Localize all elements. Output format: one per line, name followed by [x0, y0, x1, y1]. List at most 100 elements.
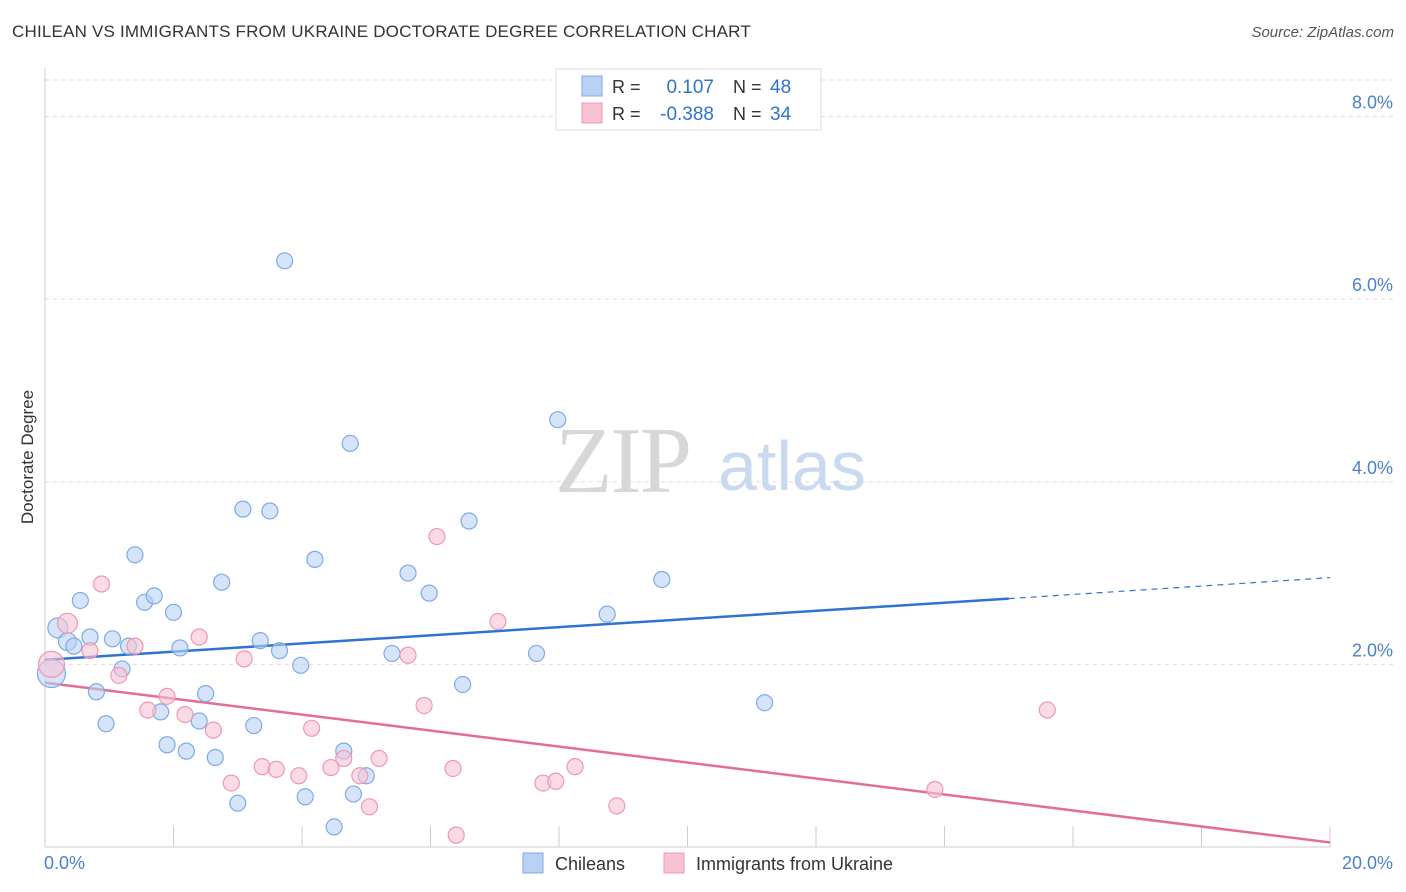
point-ukraine: [926, 780, 944, 799]
point-chileans: [598, 605, 616, 623]
point-chileans: [177, 742, 195, 760]
point-ukraine: [222, 774, 240, 792]
point-chileans: [197, 684, 215, 703]
legend-r-label-1: R =: [612, 77, 641, 97]
point-chileans: [755, 694, 774, 712]
point-chileans: [527, 644, 546, 663]
y-tick-label: 8.0%: [1352, 93, 1393, 113]
legend-n-label-1: N =: [733, 77, 762, 97]
series-legend-swatch-chileans: [522, 852, 544, 874]
point-chileans: [251, 632, 269, 650]
x-tick-label-min: 0.0%: [44, 853, 85, 873]
point-chileans: [206, 748, 224, 767]
point-chileans: [213, 573, 231, 591]
point-ukraine: [1038, 701, 1056, 719]
watermark-atlas: atlas: [718, 427, 866, 505]
point-ukraine: [204, 721, 222, 739]
y-tick-label: 4.0%: [1352, 458, 1393, 478]
point-chileans: [420, 584, 438, 602]
point-chileans: [344, 785, 362, 803]
legend-r-label-2: R =: [612, 104, 641, 124]
point-ukraine: [399, 646, 417, 664]
series-legend-swatch-ukraine: [663, 852, 685, 874]
point-chileans: [87, 683, 106, 701]
watermark-zip: ZIP: [555, 409, 690, 513]
series-legend-label-chileans: Chileans: [555, 854, 625, 874]
point-ukraine: [37, 650, 66, 678]
series-legend-label-ukraine: Immigrants from Ukraine: [696, 854, 893, 874]
point-ukraine: [267, 760, 285, 778]
point-chileans: [103, 630, 122, 648]
point-chileans: [341, 434, 359, 453]
legend-n-label-2: N =: [733, 104, 762, 124]
legend-r-value-1: 0.107: [666, 77, 714, 98]
watermark: ZIP atlas: [555, 409, 866, 513]
point-chileans: [292, 656, 310, 674]
trend-line-ukraine: [44, 681, 1331, 844]
source-label: Source: ZipAtlas.com: [1251, 24, 1394, 41]
point-ukraine: [126, 637, 144, 655]
stats-legend: R = 0.107 N = 48 R = -0.388 N = 34: [555, 68, 822, 131]
point-chileans: [270, 642, 289, 660]
trend-line-chileans-extension: [1008, 577, 1331, 600]
point-chileans: [126, 546, 144, 564]
trend-lines: [44, 577, 1331, 844]
point-chileans: [171, 639, 189, 657]
point-chileans: [229, 794, 247, 812]
point-chileans: [234, 500, 252, 518]
point-chileans: [261, 502, 279, 520]
point-ukraine: [351, 767, 369, 785]
point-chileans: [383, 644, 401, 663]
legend-swatch-blue: [581, 75, 603, 97]
chart-title: CHILEAN VS IMMIGRANTS FROM UKRAINE DOCTO…: [12, 22, 751, 41]
point-chileans: [276, 252, 294, 270]
point-ukraine: [235, 650, 253, 668]
y-axis-label: Doctorate Degree: [18, 390, 37, 524]
point-ukraine: [253, 758, 271, 776]
data-points: [36, 252, 1056, 844]
point-ukraine: [608, 797, 626, 815]
point-chileans: [158, 736, 176, 754]
point-chileans: [145, 587, 163, 605]
point-ukraine: [335, 749, 353, 768]
point-chileans: [164, 603, 183, 621]
point-ukraine: [303, 719, 321, 737]
point-chileans: [245, 716, 263, 735]
point-chileans: [454, 675, 472, 694]
point-ukraine: [547, 772, 565, 790]
point-ukraine: [56, 612, 79, 634]
point-chileans: [296, 788, 314, 806]
point-ukraine: [190, 628, 208, 646]
gridlines: [45, 79, 1393, 665]
point-ukraine: [447, 826, 465, 844]
trend-line-chileans: [44, 597, 1009, 662]
legend-swatch-pink: [581, 102, 603, 124]
point-chileans: [65, 637, 83, 655]
point-chileans: [306, 550, 324, 568]
point-chileans: [71, 591, 89, 610]
point-ukraine: [428, 527, 446, 546]
point-ukraine: [110, 666, 128, 684]
point-chileans: [653, 570, 671, 589]
point-chileans: [549, 411, 567, 429]
point-ukraine: [370, 749, 388, 768]
point-ukraine: [322, 758, 340, 777]
point-ukraine: [489, 612, 507, 631]
point-chileans: [190, 712, 208, 730]
point-ukraine: [360, 798, 379, 816]
point-chileans: [460, 512, 478, 530]
y-tick-label: 6.0%: [1352, 275, 1393, 295]
legend-n-value-1: 48: [770, 77, 791, 98]
axes: 2.0% 4.0% 6.0% 8.0%: [44, 68, 1393, 848]
legend-n-value-2: 34: [770, 104, 792, 125]
point-chileans: [399, 564, 417, 582]
legend-r-value-2: -0.388: [660, 104, 714, 125]
point-ukraine: [81, 642, 99, 660]
point-ukraine: [139, 701, 157, 719]
series-legend: Chileans Immigrants from Ukraine: [522, 852, 893, 874]
point-ukraine: [444, 759, 462, 778]
y-tick-label: 2.0%: [1352, 640, 1393, 660]
point-ukraine: [176, 706, 194, 724]
point-ukraine: [290, 767, 308, 785]
